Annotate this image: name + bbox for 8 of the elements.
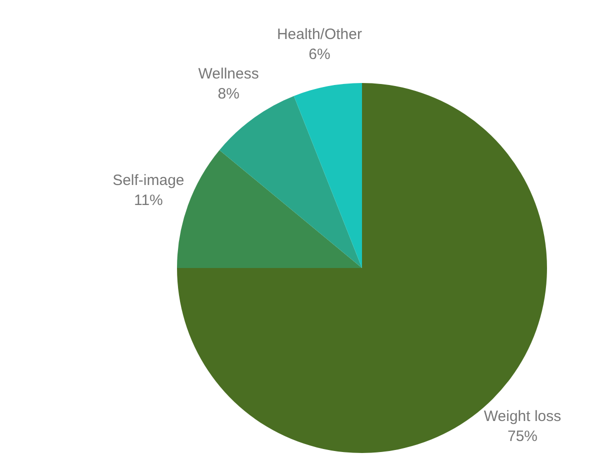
data-label: 75% (508, 428, 538, 446)
data-label: 6% (308, 46, 330, 64)
slice-label: Weight loss (484, 408, 562, 426)
data-label: 11% (134, 192, 163, 210)
slice-label: Self-image (112, 172, 184, 190)
data-label: 8% (218, 85, 240, 102)
slice-label: Health/Other (276, 26, 362, 44)
slice-label: Wellness (198, 65, 259, 82)
